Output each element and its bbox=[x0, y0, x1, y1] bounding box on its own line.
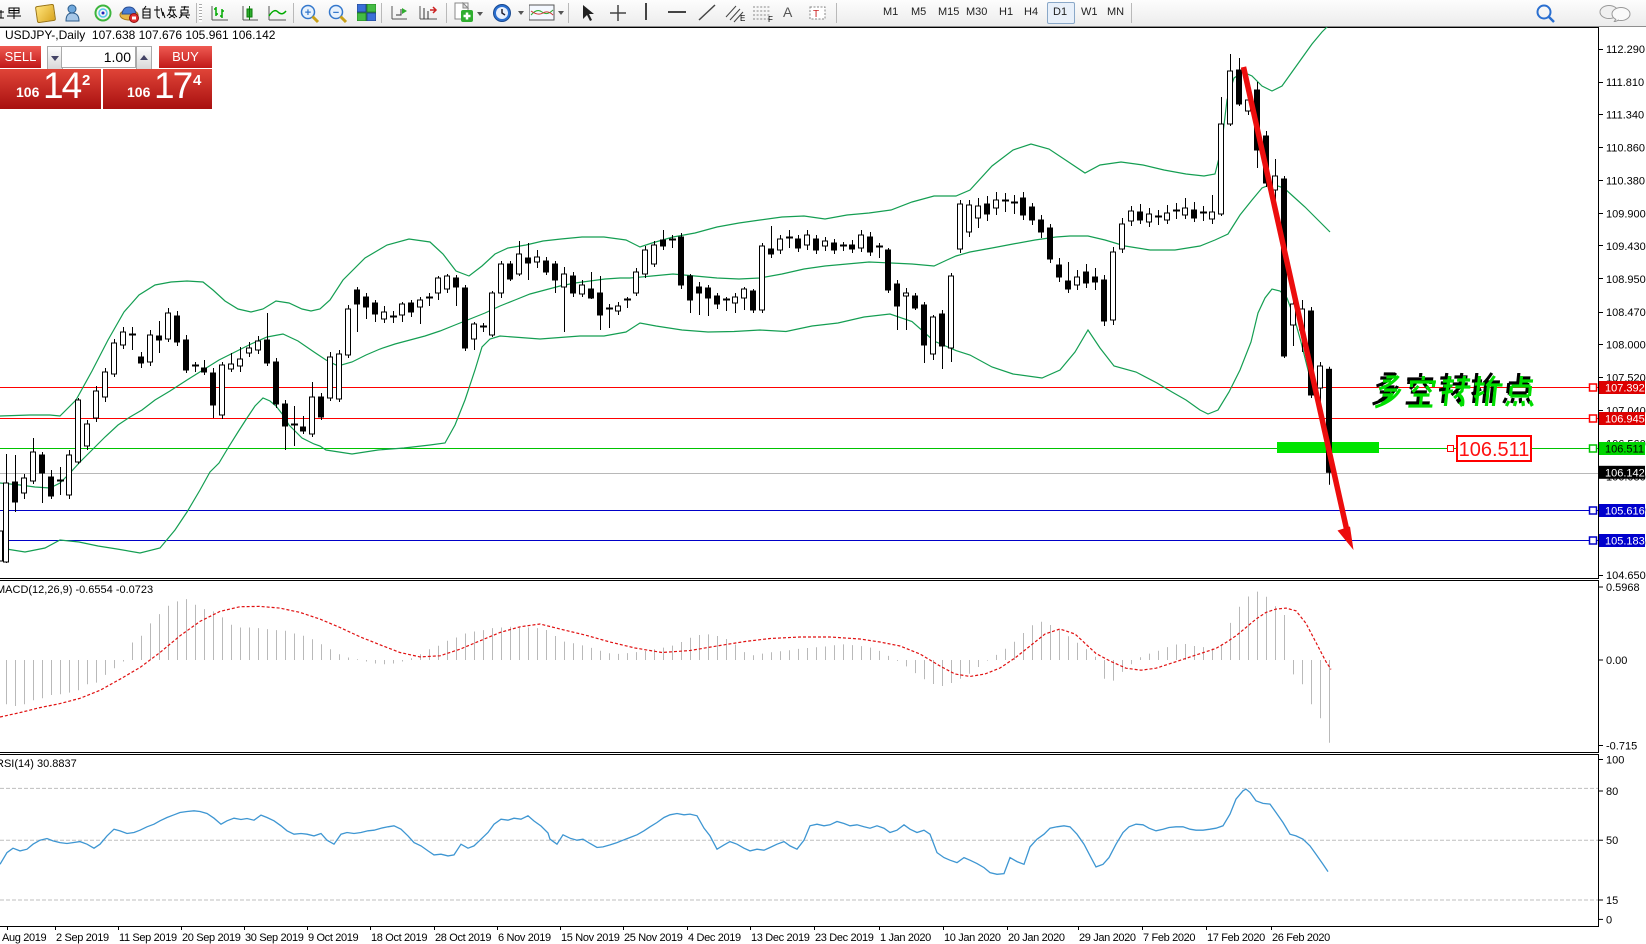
svg-text:10 Jan 2020: 10 Jan 2020 bbox=[944, 932, 1001, 944]
svg-text:111.340: 111.340 bbox=[1606, 109, 1644, 121]
svg-text:106.511: 106.511 bbox=[1459, 439, 1530, 461]
svg-text:20 Sep 2019: 20 Sep 2019 bbox=[182, 932, 241, 944]
svg-text:108.950: 108.950 bbox=[1606, 274, 1646, 286]
svg-text:104.650: 104.650 bbox=[1606, 570, 1646, 582]
svg-text:F: F bbox=[768, 15, 773, 23]
svg-text:-0.715: -0.715 bbox=[1606, 741, 1637, 753]
svg-text:106.945: 106.945 bbox=[1605, 414, 1645, 426]
svg-text:109.900: 109.900 bbox=[1606, 209, 1646, 221]
svg-text:T: T bbox=[813, 9, 819, 20]
svg-text:109.430: 109.430 bbox=[1606, 241, 1646, 253]
svg-text:0.5968: 0.5968 bbox=[1606, 582, 1640, 594]
svg-text:15: 15 bbox=[1606, 895, 1618, 907]
svg-text:106.511: 106.511 bbox=[1605, 444, 1644, 456]
svg-text:108.000: 108.000 bbox=[1606, 339, 1646, 351]
svg-text:26 Feb 2020: 26 Feb 2020 bbox=[1272, 932, 1330, 944]
svg-text:15 Nov 2019: 15 Nov 2019 bbox=[561, 932, 620, 944]
svg-text:28 Oct 2019: 28 Oct 2019 bbox=[435, 932, 491, 944]
svg-text:107.392: 107.392 bbox=[1605, 383, 1645, 395]
svg-text:6 Nov 2019: 6 Nov 2019 bbox=[498, 932, 551, 944]
svg-text:Aug 2019: Aug 2019 bbox=[2, 932, 47, 944]
svg-text:29 Jan 2020: 29 Jan 2020 bbox=[1079, 932, 1136, 944]
svg-text:9 Oct 2019: 9 Oct 2019 bbox=[308, 932, 359, 944]
svg-text:100: 100 bbox=[1606, 755, 1624, 767]
svg-text:106.142: 106.142 bbox=[1605, 467, 1645, 479]
svg-text:MACD(12,26,9) -0.6554 -0.0723: MACD(12,26,9) -0.6554 -0.0723 bbox=[0, 584, 153, 596]
svg-text:13 Dec 2019: 13 Dec 2019 bbox=[751, 932, 810, 944]
svg-text:105.183: 105.183 bbox=[1605, 536, 1645, 548]
svg-text:110.380: 110.380 bbox=[1606, 176, 1645, 188]
svg-text:−: − bbox=[333, 7, 339, 19]
svg-text:2 Sep 2019: 2 Sep 2019 bbox=[56, 932, 109, 944]
svg-text:18 Oct 2019: 18 Oct 2019 bbox=[371, 932, 427, 944]
svg-text:4 Dec 2019: 4 Dec 2019 bbox=[688, 932, 741, 944]
svg-text:0.00: 0.00 bbox=[1606, 655, 1627, 667]
svg-text:0: 0 bbox=[1606, 914, 1612, 926]
svg-text:17 Feb 2020: 17 Feb 2020 bbox=[1207, 932, 1265, 944]
svg-text:23 Dec 2019: 23 Dec 2019 bbox=[815, 932, 874, 944]
svg-text:+: + bbox=[305, 7, 311, 19]
svg-text:50: 50 bbox=[1606, 835, 1618, 847]
svg-text:110.860: 110.860 bbox=[1606, 143, 1645, 155]
svg-text:E: E bbox=[740, 14, 745, 23]
svg-text:7 Feb 2020: 7 Feb 2020 bbox=[1143, 932, 1195, 944]
svg-text:108.470: 108.470 bbox=[1606, 307, 1646, 319]
svg-text:30 Sep 2019: 30 Sep 2019 bbox=[245, 932, 304, 944]
svg-text:112.290: 112.290 bbox=[1606, 44, 1645, 56]
svg-text:11 Sep 2019: 11 Sep 2019 bbox=[119, 932, 177, 944]
svg-text:111.810: 111.810 bbox=[1606, 77, 1644, 89]
svg-text:RSI(14) 30.8837: RSI(14) 30.8837 bbox=[0, 758, 77, 770]
svg-text:25 Nov 2019: 25 Nov 2019 bbox=[624, 932, 683, 944]
svg-text:20 Jan 2020: 20 Jan 2020 bbox=[1008, 932, 1065, 944]
svg-text:80: 80 bbox=[1606, 786, 1618, 798]
svg-text:105.616: 105.616 bbox=[1605, 506, 1645, 518]
svg-text:1 Jan 2020: 1 Jan 2020 bbox=[880, 932, 931, 944]
